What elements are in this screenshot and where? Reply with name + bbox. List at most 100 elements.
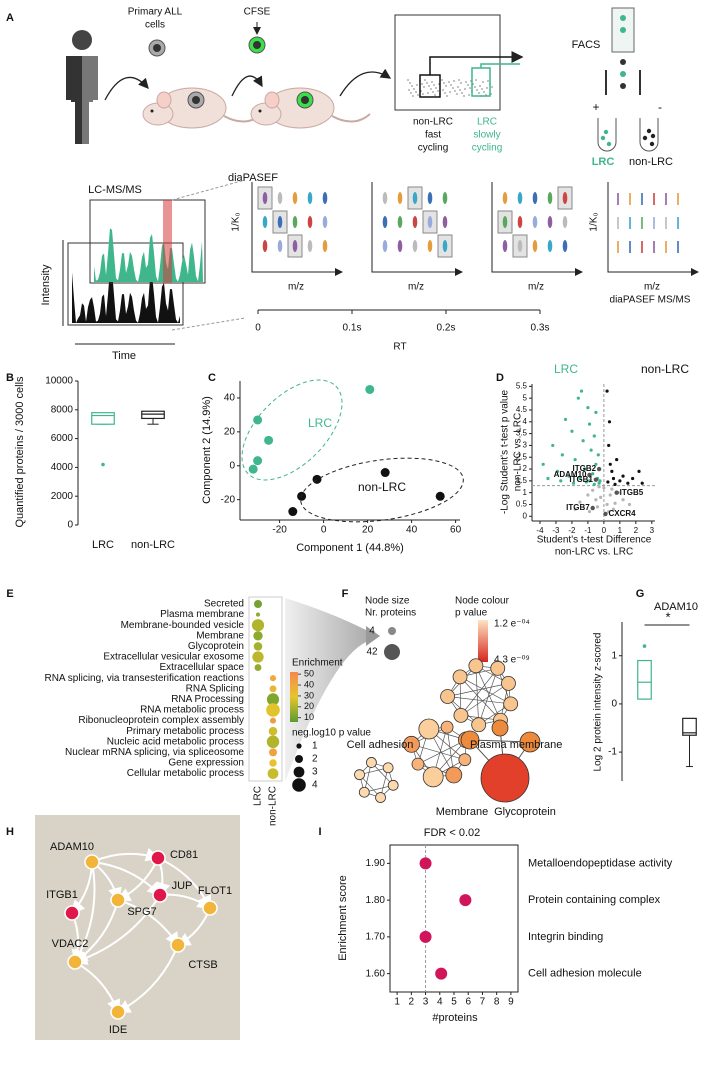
flow-event [481, 88, 483, 90]
cell-nucleus [153, 44, 161, 52]
point [555, 469, 560, 473]
y-tick-label: 40 [224, 393, 236, 404]
network-node [411, 757, 425, 771]
label: Log 2 protein intensity z-scored [593, 633, 604, 772]
enrichment-dot [269, 675, 277, 682]
plot-frame [389, 844, 519, 993]
point [248, 464, 258, 474]
label: Intensity [40, 264, 52, 305]
ion-signal [562, 192, 568, 204]
x-tick-label: -1 [584, 526, 592, 535]
label: non-LRC [413, 117, 453, 128]
label: 40 [304, 679, 314, 689]
x-tick-label: 3 [423, 997, 429, 1008]
box [91, 412, 115, 425]
network-node [403, 735, 420, 753]
label: Nr. proteins [365, 608, 416, 619]
flow-event [444, 92, 446, 94]
network-node [422, 766, 444, 788]
x-tick-label: 2 [634, 526, 639, 535]
sorted-cell [646, 128, 652, 134]
ion-signal [532, 216, 538, 228]
flow-event [479, 85, 481, 87]
y-tick-label: 3 [523, 441, 528, 450]
facs-drop [620, 71, 626, 77]
flow-event [491, 86, 493, 88]
y-tick-label: 8000 [51, 404, 74, 415]
point [605, 502, 609, 507]
network-node [490, 660, 506, 676]
label: Quantified proteins / 3000 cells [14, 376, 26, 528]
flow-event [467, 84, 469, 86]
label: RNA Splicing [186, 683, 244, 694]
network-edge [116, 944, 179, 1013]
label: Node size [365, 596, 410, 607]
flow-event [441, 79, 443, 81]
point [570, 429, 574, 433]
label: ITGB7 [566, 503, 590, 512]
label: non-LRC vs. LRC [513, 413, 524, 491]
point [606, 480, 610, 484]
point [560, 453, 564, 457]
ion-signal [277, 240, 283, 252]
y-tick-label: 4 [523, 417, 528, 426]
y-tick-label: 0 [229, 460, 235, 471]
person-body-right [82, 56, 98, 144]
enrichment-fan [285, 598, 366, 782]
label: RT [393, 342, 406, 353]
x-tick-label: 3 [650, 526, 655, 535]
x-tick-label: 7 [480, 997, 486, 1008]
ion-signal [292, 192, 298, 204]
network-edge [459, 676, 511, 705]
network-node [110, 1004, 126, 1020]
network-edge [447, 683, 509, 697]
ion-signal [532, 192, 538, 204]
flow-event [461, 92, 463, 94]
point [594, 410, 598, 414]
point [631, 476, 635, 481]
chromatogram-trace [94, 228, 203, 282]
label: Time [112, 350, 136, 362]
flow-event [458, 79, 460, 81]
point [567, 474, 571, 478]
point [559, 479, 563, 483]
panel-label: B [6, 372, 14, 384]
enrichment-dot [266, 693, 280, 706]
point [288, 507, 298, 517]
network-node [452, 669, 468, 685]
outlier [101, 462, 105, 467]
flow-event [431, 81, 433, 83]
flow-event [487, 80, 489, 82]
mouse-eye [258, 109, 262, 113]
point [573, 507, 577, 511]
point [599, 495, 603, 499]
point [592, 482, 596, 486]
sorted-cell [603, 129, 609, 135]
y-tick-label: 10000 [45, 376, 73, 387]
arrow [339, 68, 392, 97]
x-tick-label: 0 [255, 323, 261, 334]
point [541, 462, 545, 466]
label: fast [425, 130, 441, 141]
x-tick-label: 40 [406, 525, 418, 536]
y-tick-label: 1.80 [366, 895, 386, 906]
cell-nucleus [301, 96, 309, 104]
network-node [366, 757, 377, 768]
x-tick-label: 5 [451, 997, 457, 1008]
network-node [84, 854, 100, 870]
point [253, 415, 263, 425]
x-tick-label: 8 [494, 997, 500, 1008]
label: 10 [304, 712, 314, 722]
label: CD81 [170, 849, 198, 861]
ion-signal [547, 216, 553, 228]
size-key [292, 778, 306, 792]
panel-label: G [636, 588, 645, 600]
label: 50 [304, 669, 314, 679]
label: ITGB2 [573, 464, 597, 473]
label: non-LRC vs. LRC [555, 547, 633, 558]
point [253, 456, 263, 466]
color-bar [290, 672, 298, 722]
y-tick-label: 6000 [51, 433, 74, 444]
flow-event [450, 84, 452, 86]
box [141, 410, 165, 420]
